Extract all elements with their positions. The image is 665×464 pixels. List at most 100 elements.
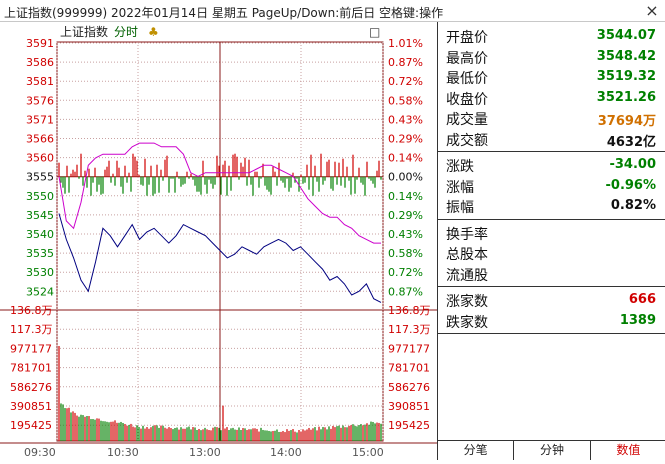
right-volume-label: 136.8万 [388,304,431,317]
left-volume-label: 195425 [10,419,52,432]
box-icon[interactable]: □ [369,25,380,39]
info-label: 成交量 [446,112,488,128]
panel-divider [438,151,665,152]
tab-values[interactable]: 数值 [616,443,641,457]
time-label: 10:30 [107,446,139,459]
right-percent-label: 1.01% [388,37,423,50]
info-row: 最低价 3519.32 [438,67,665,87]
info-label: 振幅 [446,200,474,216]
time-label: 09:30 [24,446,56,459]
info-value: -0.96% [605,177,657,193]
info-row: 最高价 3548.42 [438,47,665,67]
info-row: 涨家数 666 [438,290,665,310]
right-percent-label: 0.29% [388,209,423,222]
indicator-icon[interactable]: ♣ [148,25,159,39]
info-row: 开盘价 3544.07 [438,26,665,46]
left-volume-label: 390851 [10,400,52,413]
price-lines [58,142,382,303]
info-label: 收盘价 [446,91,488,108]
tab-minutes[interactable]: 分钟 [514,441,591,460]
right-percent-label: 0.00% [388,171,423,184]
axis-labels: 3591 1.01% 3586 0.87% 3581 0.72% 3576 0.58% 3571… [10,37,431,459]
info-value: 4632亿 [606,134,656,150]
right-percent-label: 0.58% [388,94,423,107]
info-row: 涨幅 -0.96% [438,176,665,196]
tab-trades[interactable]: 分笔 [438,441,515,460]
info-row: 成交量 37694万 [438,108,665,129]
time-label: 15:00 [352,446,384,459]
info-value: 3544.07 [596,28,656,43]
info-label: 开盘价 [446,30,488,46]
info-label: 最高价 [446,50,488,67]
window-title: 上证指数(999999) 2022年01月14日 星期五 PageUp/Down… [4,6,444,20]
info-panel: 开盘价 3544.07 最高价 3548.42 最低价 3519.32 收盘价 3521.26… [437,22,665,460]
info-label: 换手率 [446,226,488,243]
chart-svg: 上证指数 分时 ♣ □ 3591 1.01%3586 0.87%3581 0.72%3… [0,24,437,459]
info-label: 最低价 [446,71,488,87]
close-button[interactable]: × [645,1,659,20]
left-price-label: 3560 [26,152,54,165]
title-bar: 上证指数(999999) 2022年01月14日 星期五 PageUp/Down… [0,0,665,22]
average-price-line [58,142,381,244]
panel-divider [438,286,665,287]
price-change-bars [58,153,382,196]
intraday-chart[interactable]: 上证指数 分时 ♣ □ 3591 1.01% 3586 0.87% 3581 0.72% 3… [0,22,437,460]
right-percent-label: 0.72% [388,75,423,88]
left-price-label: 3555 [26,171,54,184]
panel-divider [438,333,665,334]
right-volume-label: 117.3万 [388,323,431,336]
info-label: 涨家数 [446,294,488,310]
info-row: 涨跌 -34.00 [438,155,665,175]
panel-tabs: 分笔 分钟 数值 [438,440,665,460]
left-price-label: 3576 [26,94,54,107]
right-percent-label: 0.87% [388,56,423,69]
info-row: 流通股 [438,264,665,284]
right-volume-label: 390851 [388,400,430,413]
info-row: 总股本 [438,243,665,263]
left-price-label: 3550 [26,190,54,203]
info-row: 振幅 0.82% [438,196,665,216]
info-label: 涨幅 [446,179,474,196]
right-percent-label: 0.29% [388,133,423,146]
left-price-label: 3535 [26,247,54,260]
right-volume-label: 977177 [388,342,430,355]
info-value: 666 [628,292,656,307]
left-volume-label: 977177 [10,342,52,355]
right-percent-label: 0.87% [388,285,423,298]
info-value: 3521.26 [596,89,656,105]
left-volume-label: 117.3万 [10,323,53,336]
panel-divider [438,218,665,220]
time-label: 13:00 [189,446,221,459]
chart-index-name: 上证指数 [60,24,108,39]
info-row: 成交额 4632亿 [438,129,665,150]
info-value: 0.82% [610,198,656,213]
left-price-label: 3540 [26,228,54,241]
info-value: 1389 [619,312,656,328]
info-row: 换手率 [438,223,665,243]
right-percent-label: 0.43% [388,113,423,126]
info-value: 37694万 [597,114,656,129]
info-label: 成交额 [446,132,488,149]
chart-header-bg [57,24,383,40]
volume-bars [58,346,382,441]
info-label: 跌家数 [446,314,488,331]
info-value: -34.00 [609,157,656,172]
info-label: 涨跌 [446,159,474,175]
left-volume-label: 136.8万 [10,304,53,317]
left-price-label: 3591 [26,37,54,50]
info-label: 总股本 [446,247,488,263]
info-value: 3548.42 [596,48,656,64]
left-price-label: 3586 [26,56,54,69]
left-price-label: 3566 [26,133,54,146]
right-volume-label: 195425 [388,419,430,432]
time-label: 14:00 [270,446,302,459]
right-percent-label: 0.43% [388,228,423,241]
left-volume-label: 586276 [10,381,52,394]
price-line [58,213,382,303]
right-percent-label: 0.58% [388,247,423,260]
chart-mode-label[interactable]: 分时 [114,25,138,39]
right-percent-label: 0.14% [388,190,423,203]
right-volume-label: 781701 [388,362,430,375]
right-volume-label: 586276 [388,381,430,394]
info-value: 3519.32 [596,69,656,84]
